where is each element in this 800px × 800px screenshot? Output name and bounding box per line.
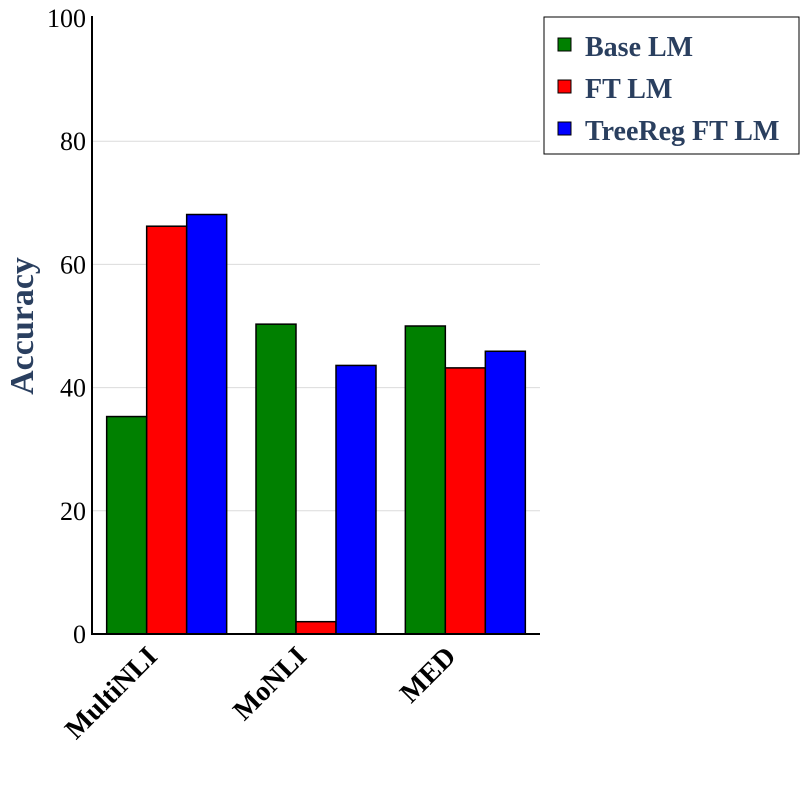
y-tick-label: 60 [60, 250, 86, 279]
bar-treereg-ft-lm-monli [335, 364, 377, 635]
y-tick-label: 20 [60, 497, 86, 526]
x-category-label: MoNLI [227, 641, 313, 727]
bar-ft-lm-med [444, 367, 487, 635]
legend-swatch [557, 121, 572, 136]
y-axis-title: Accuracy [4, 257, 41, 395]
y-tick-labels: 0 20 40 60 80 100 [47, 4, 86, 649]
axes [91, 16, 540, 635]
legend-label: Base LM [585, 32, 693, 63]
bar-ft-lm-multinli [145, 225, 188, 635]
legend-label: FT LM [585, 74, 672, 105]
x-category-label: MED [394, 641, 462, 709]
bar-base-lm-multinli [105, 415, 148, 635]
bar-treereg-ft-lm-med [484, 350, 527, 635]
y-tick-label: 0 [73, 620, 86, 649]
bar-base-lm-med [404, 325, 447, 635]
bar-treereg-ft-lm-multinli [185, 213, 228, 635]
x-category-label: MultiNLI [59, 641, 163, 745]
legend-swatch [557, 79, 572, 94]
legend: Base LM FT LM TreeReg FT LM [543, 16, 800, 155]
y-tick-label: 40 [60, 374, 86, 403]
legend-box [543, 16, 800, 155]
legend-swatch [557, 37, 572, 52]
bar-base-lm-monli [255, 323, 297, 635]
legend-label: TreeReg FT LM [585, 116, 779, 147]
bars [105, 213, 527, 635]
bar-ft-lm-monli [295, 620, 337, 635]
y-tick-label: 80 [60, 127, 86, 156]
x-category-labels: MultiNLI MoNLI MED [59, 641, 462, 745]
y-tick-label: 100 [47, 4, 86, 33]
